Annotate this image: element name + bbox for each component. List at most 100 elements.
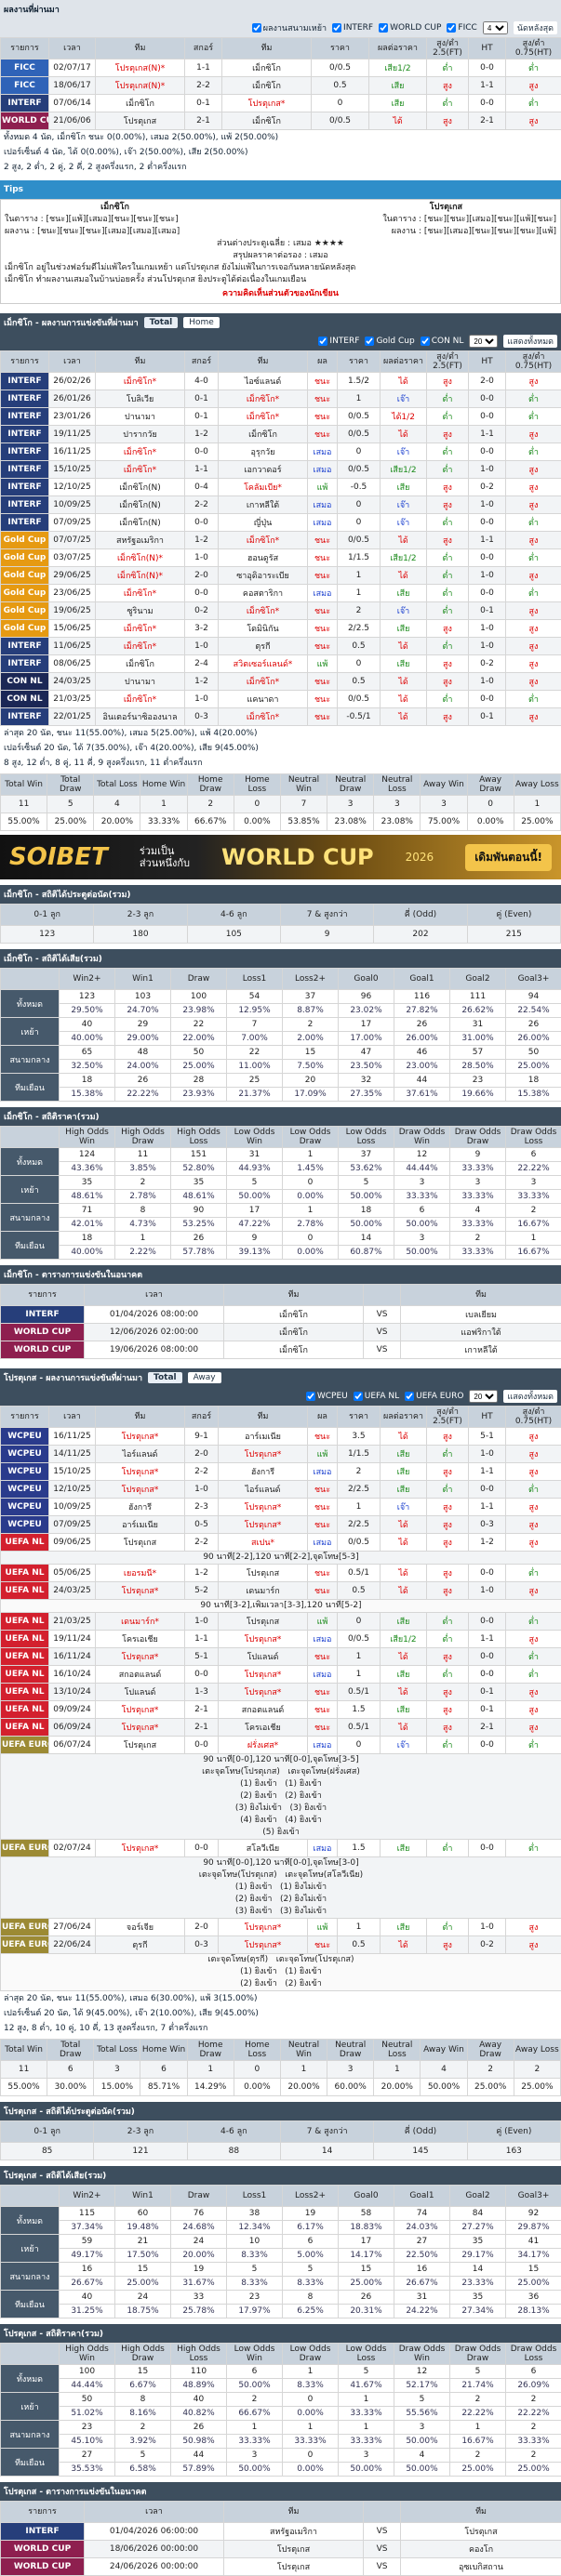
summary-line: ทั้งหมด 4 นัด, เม็กซิโก ชนะ 0(0.00%), เส… <box>0 130 561 145</box>
cell: โปรตุเกส* <box>96 1719 185 1737</box>
percent-cell: 40.00% <box>60 1032 115 1046</box>
percent-cell: 24.03% <box>394 2221 450 2235</box>
filter-checkbox[interactable] <box>421 337 430 346</box>
competition: INTERF <box>1 638 49 655</box>
count-select[interactable]: 20 <box>469 1390 498 1403</box>
count-cell: 5 <box>227 2263 283 2277</box>
competition: INTERF <box>1 655 49 673</box>
cell: สูง <box>427 620 469 638</box>
match-note: 90 นาที[2-2],120 นาที[2-2],จุดโทษ[5-3] <box>1 1552 561 1565</box>
row-label: ทีมเยือน <box>1 1232 60 1260</box>
filter-checkbox[interactable] <box>318 337 327 346</box>
cell: ต่ำ <box>506 1666 561 1684</box>
header-row: รายการเวลาทีมสกอร์ทีมผลราคาผลต่อราคาสูง/… <box>1 1407 561 1428</box>
cell: 0 <box>338 443 381 461</box>
cell: ชนะ <box>308 1481 338 1499</box>
percent-cell: 29.17% <box>450 2249 506 2263</box>
cell: เจ๊า <box>381 496 427 514</box>
filter-option[interactable]: WCPEU <box>306 1392 348 1401</box>
count-select[interactable]: 20 <box>469 335 498 348</box>
cell: 07/07/25 <box>49 532 96 549</box>
percent-cell: 33.33% <box>394 1190 450 1204</box>
tab[interactable]: Total <box>148 1372 182 1383</box>
column-header: Home Win <box>140 2040 187 2061</box>
competition: Gold Cup <box>1 549 49 567</box>
filter-checkbox[interactable] <box>365 337 374 346</box>
filter-checkbox[interactable] <box>332 23 341 33</box>
filter-checkbox[interactable] <box>379 23 388 33</box>
cell: 16/11/25 <box>49 1428 96 1446</box>
cell: 0-0 <box>469 514 506 532</box>
count-cell: 40 <box>60 2291 115 2305</box>
filter-button[interactable]: แสดงทั้งหมด <box>503 1390 557 1403</box>
percent-cell: 57.89% <box>171 2463 227 2477</box>
record-cell: 0.00% <box>234 2079 280 2096</box>
count-cell: 23 <box>450 1074 506 1088</box>
filter-option[interactable]: Gold Cup <box>365 337 414 346</box>
filter-option[interactable]: UEFA NL <box>354 1392 399 1401</box>
filter-option[interactable]: INTERF <box>318 337 359 346</box>
cell: เสีย <box>381 1919 427 1936</box>
count-cell: 3 <box>227 2449 283 2463</box>
cell: ต่ำ <box>506 514 561 532</box>
filter-checkbox[interactable] <box>354 1392 363 1401</box>
filter-button[interactable]: นัดหลังสุด <box>514 21 557 34</box>
filter-option[interactable]: FICC <box>447 23 476 33</box>
filter-option[interactable]: UEFA EURO <box>405 1392 463 1401</box>
filter-option[interactable]: ผลงานสนามเหย้า <box>252 21 327 34</box>
cell: 21/03/25 <box>49 691 96 708</box>
column-header: High Odds Win <box>60 2344 115 2365</box>
column-header: Draw Odds Loss <box>506 2344 561 2365</box>
tab[interactable]: Total <box>144 317 179 328</box>
competition: UEFA NL <box>1 1631 49 1648</box>
percent-cell: 23.98% <box>171 1004 227 1018</box>
filter-option[interactable]: CON NL <box>421 337 464 346</box>
filter-button[interactable]: แสดงทั้งหมด <box>503 335 557 348</box>
tab[interactable]: Away <box>188 1372 221 1383</box>
competition: WCPEU <box>1 1428 49 1446</box>
filter-option[interactable]: WORLD CUP <box>379 23 441 33</box>
percent-cell: 39.13% <box>227 1246 283 1260</box>
cell: ไอร์แลนด์ <box>96 1446 185 1463</box>
summary-line: ล่าสุด 20 นัด, ชนะ 11(55.00%), เสมอ 6(30… <box>0 1991 561 2006</box>
competition: WORLD CUP <box>1 2541 85 2558</box>
tips-line: ผลงาน : [ชนะ][ชนะ][ชนะ][เสมอ][เสมอ][เสมอ… <box>5 226 225 238</box>
cell: เสีย <box>381 1613 427 1631</box>
column-header: สูง/ต่ำ 2.5(FT) <box>427 351 469 373</box>
tab[interactable]: Home <box>183 317 220 328</box>
section-title: โปรตุเกส - ตารางการแข่งขันในอนาคต <box>0 2482 561 2501</box>
slogan-line: ร่วมเป็น <box>140 845 190 857</box>
row-label: เหย้า <box>1 2393 60 2421</box>
cell: โปรตุเกส(N)* <box>96 77 185 95</box>
column-header: สูง/ต่ำ 2.5(FT) <box>427 1407 469 1428</box>
header-row: รายการเวลาทีมสกอร์ทีมผลราคาผลต่อราคาสูง/… <box>1 351 561 373</box>
count-select[interactable]: 4 <box>483 21 508 34</box>
cell: สูง <box>506 638 561 655</box>
filter-checkbox[interactable] <box>252 23 261 33</box>
filter-checkbox[interactable] <box>306 1392 315 1401</box>
percent-cell: 16.67% <box>506 1246 561 1260</box>
note-line: (1) ยิงเข้า (1) ยิงไม่เข้า <box>2 1882 560 1894</box>
cell: โปรตุเกส <box>96 112 185 130</box>
filter-checkbox[interactable] <box>447 23 456 33</box>
cell: 19/06/2026 08:00:00 <box>85 1341 224 1359</box>
row-label: ทั้งหมด <box>1 1148 60 1176</box>
record-cell: 6 <box>140 2061 187 2079</box>
cell: 24/06/2026 00:00:00 <box>85 2558 224 2576</box>
competition: FICC <box>1 59 49 77</box>
count-cell: 31 <box>227 1148 283 1162</box>
section-title: เม็กซิโก - สถิติราคา(รวม) <box>0 1107 561 1126</box>
cell: 1-2 <box>469 1534 506 1552</box>
filter-option[interactable]: INTERF <box>332 23 373 33</box>
banner-cta[interactable]: เดิมพันตอนนี้! <box>465 844 552 871</box>
cell: 2-1 <box>185 1719 219 1737</box>
count-cell: 94 <box>506 990 561 1004</box>
filter-checkbox[interactable] <box>405 1392 414 1401</box>
